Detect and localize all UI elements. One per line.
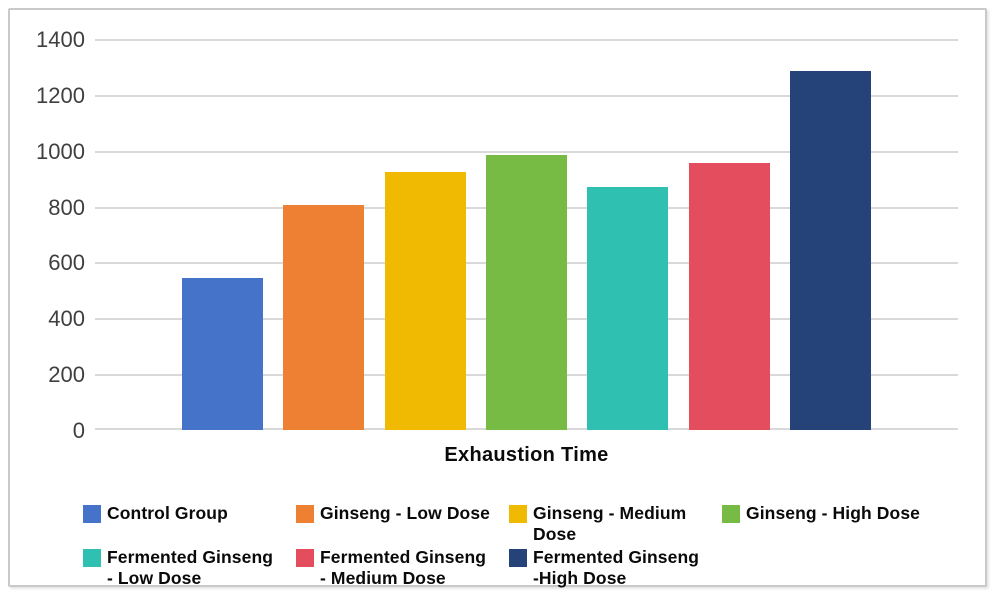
y-tick-label-1000: 1000: [36, 138, 85, 164]
legend-swatch-ginseng-medium-dose: [509, 505, 527, 523]
legend-item-ginseng-high-dose: Ginseng - High Dose: [722, 503, 935, 544]
legend-swatch-fermented-ginseng-high-dose: [509, 549, 527, 568]
y-tick-label-600: 600: [48, 250, 85, 276]
legend-label: Ginseng - Low Dose: [320, 503, 491, 523]
legend-label: Fermented Ginseng - Low Dose: [107, 547, 274, 588]
x-axis-label: Exhaustion Time: [444, 444, 609, 466]
y-tick-label-400: 400: [48, 306, 85, 332]
y-axis: 1400 1200 1000 800 600 400 200 0: [10, 28, 85, 443]
plot-area: [95, 39, 958, 430]
legend-item-ginseng-medium-dose: Ginseng - Medium Dose: [509, 503, 722, 544]
legend-label: Ginseng - High Dose: [746, 503, 920, 523]
gridline-1000: [95, 150, 958, 153]
bar-fermented-ginseng-medium-dose: [688, 163, 770, 430]
legend-swatch-fermented-ginseng-low-dose: [83, 549, 101, 568]
chart-frame: 1400 1200 1000 800 600 400 200 0 Exhaustion Tim…: [8, 8, 987, 589]
legend-item-fermented-ginseng-medium-dose: Fermented Ginseng - Medium Dose: [296, 547, 509, 588]
bar-control-group: [182, 277, 263, 430]
gridline-1200: [95, 94, 958, 97]
legend: Control Group Ginseng - Low Dose Ginseng -…: [83, 503, 935, 589]
bar-fermented-ginseng-low-dose: [587, 187, 669, 430]
legend-label: Fermented Ginseng - Medium Dose: [320, 547, 487, 588]
y-tick-label-200: 200: [48, 362, 85, 388]
legend-label: Fermented Ginseng -High Dose: [533, 547, 700, 588]
legend-item-ginseng-low-dose: Ginseng - Low Dose: [296, 503, 509, 544]
legend-item-control-group: Control Group: [83, 503, 296, 544]
legend-swatch-ginseng-low-dose: [296, 505, 314, 523]
legend-item-fermented-ginseng-high-dose: Fermented Ginseng -High Dose: [509, 547, 722, 588]
bar-fermented-ginseng-high-dose: [789, 71, 871, 430]
bar-ginseng-medium-dose: [384, 171, 466, 430]
legend-label: Control Group: [107, 503, 228, 523]
y-tick-label-800: 800: [48, 194, 85, 220]
bar-ginseng-low-dose: [283, 205, 365, 430]
legend-label: Ginseng - Medium Dose: [533, 503, 687, 544]
y-tick-label-1200: 1200: [36, 82, 85, 108]
y-tick-label-0: 0: [72, 418, 85, 443]
gridline-1400: [95, 39, 958, 41]
legend-item-fermented-ginseng-low-dose: Fermented Ginseng - Low Dose: [83, 547, 296, 588]
legend-swatch-control-group: [83, 505, 101, 523]
legend-swatch-ginseng-high-dose: [722, 505, 740, 523]
legend-swatch-fermented-ginseng-medium-dose: [296, 549, 314, 568]
bar-ginseng-high-dose: [485, 154, 567, 430]
y-tick-label-1400: 1400: [36, 27, 85, 52]
